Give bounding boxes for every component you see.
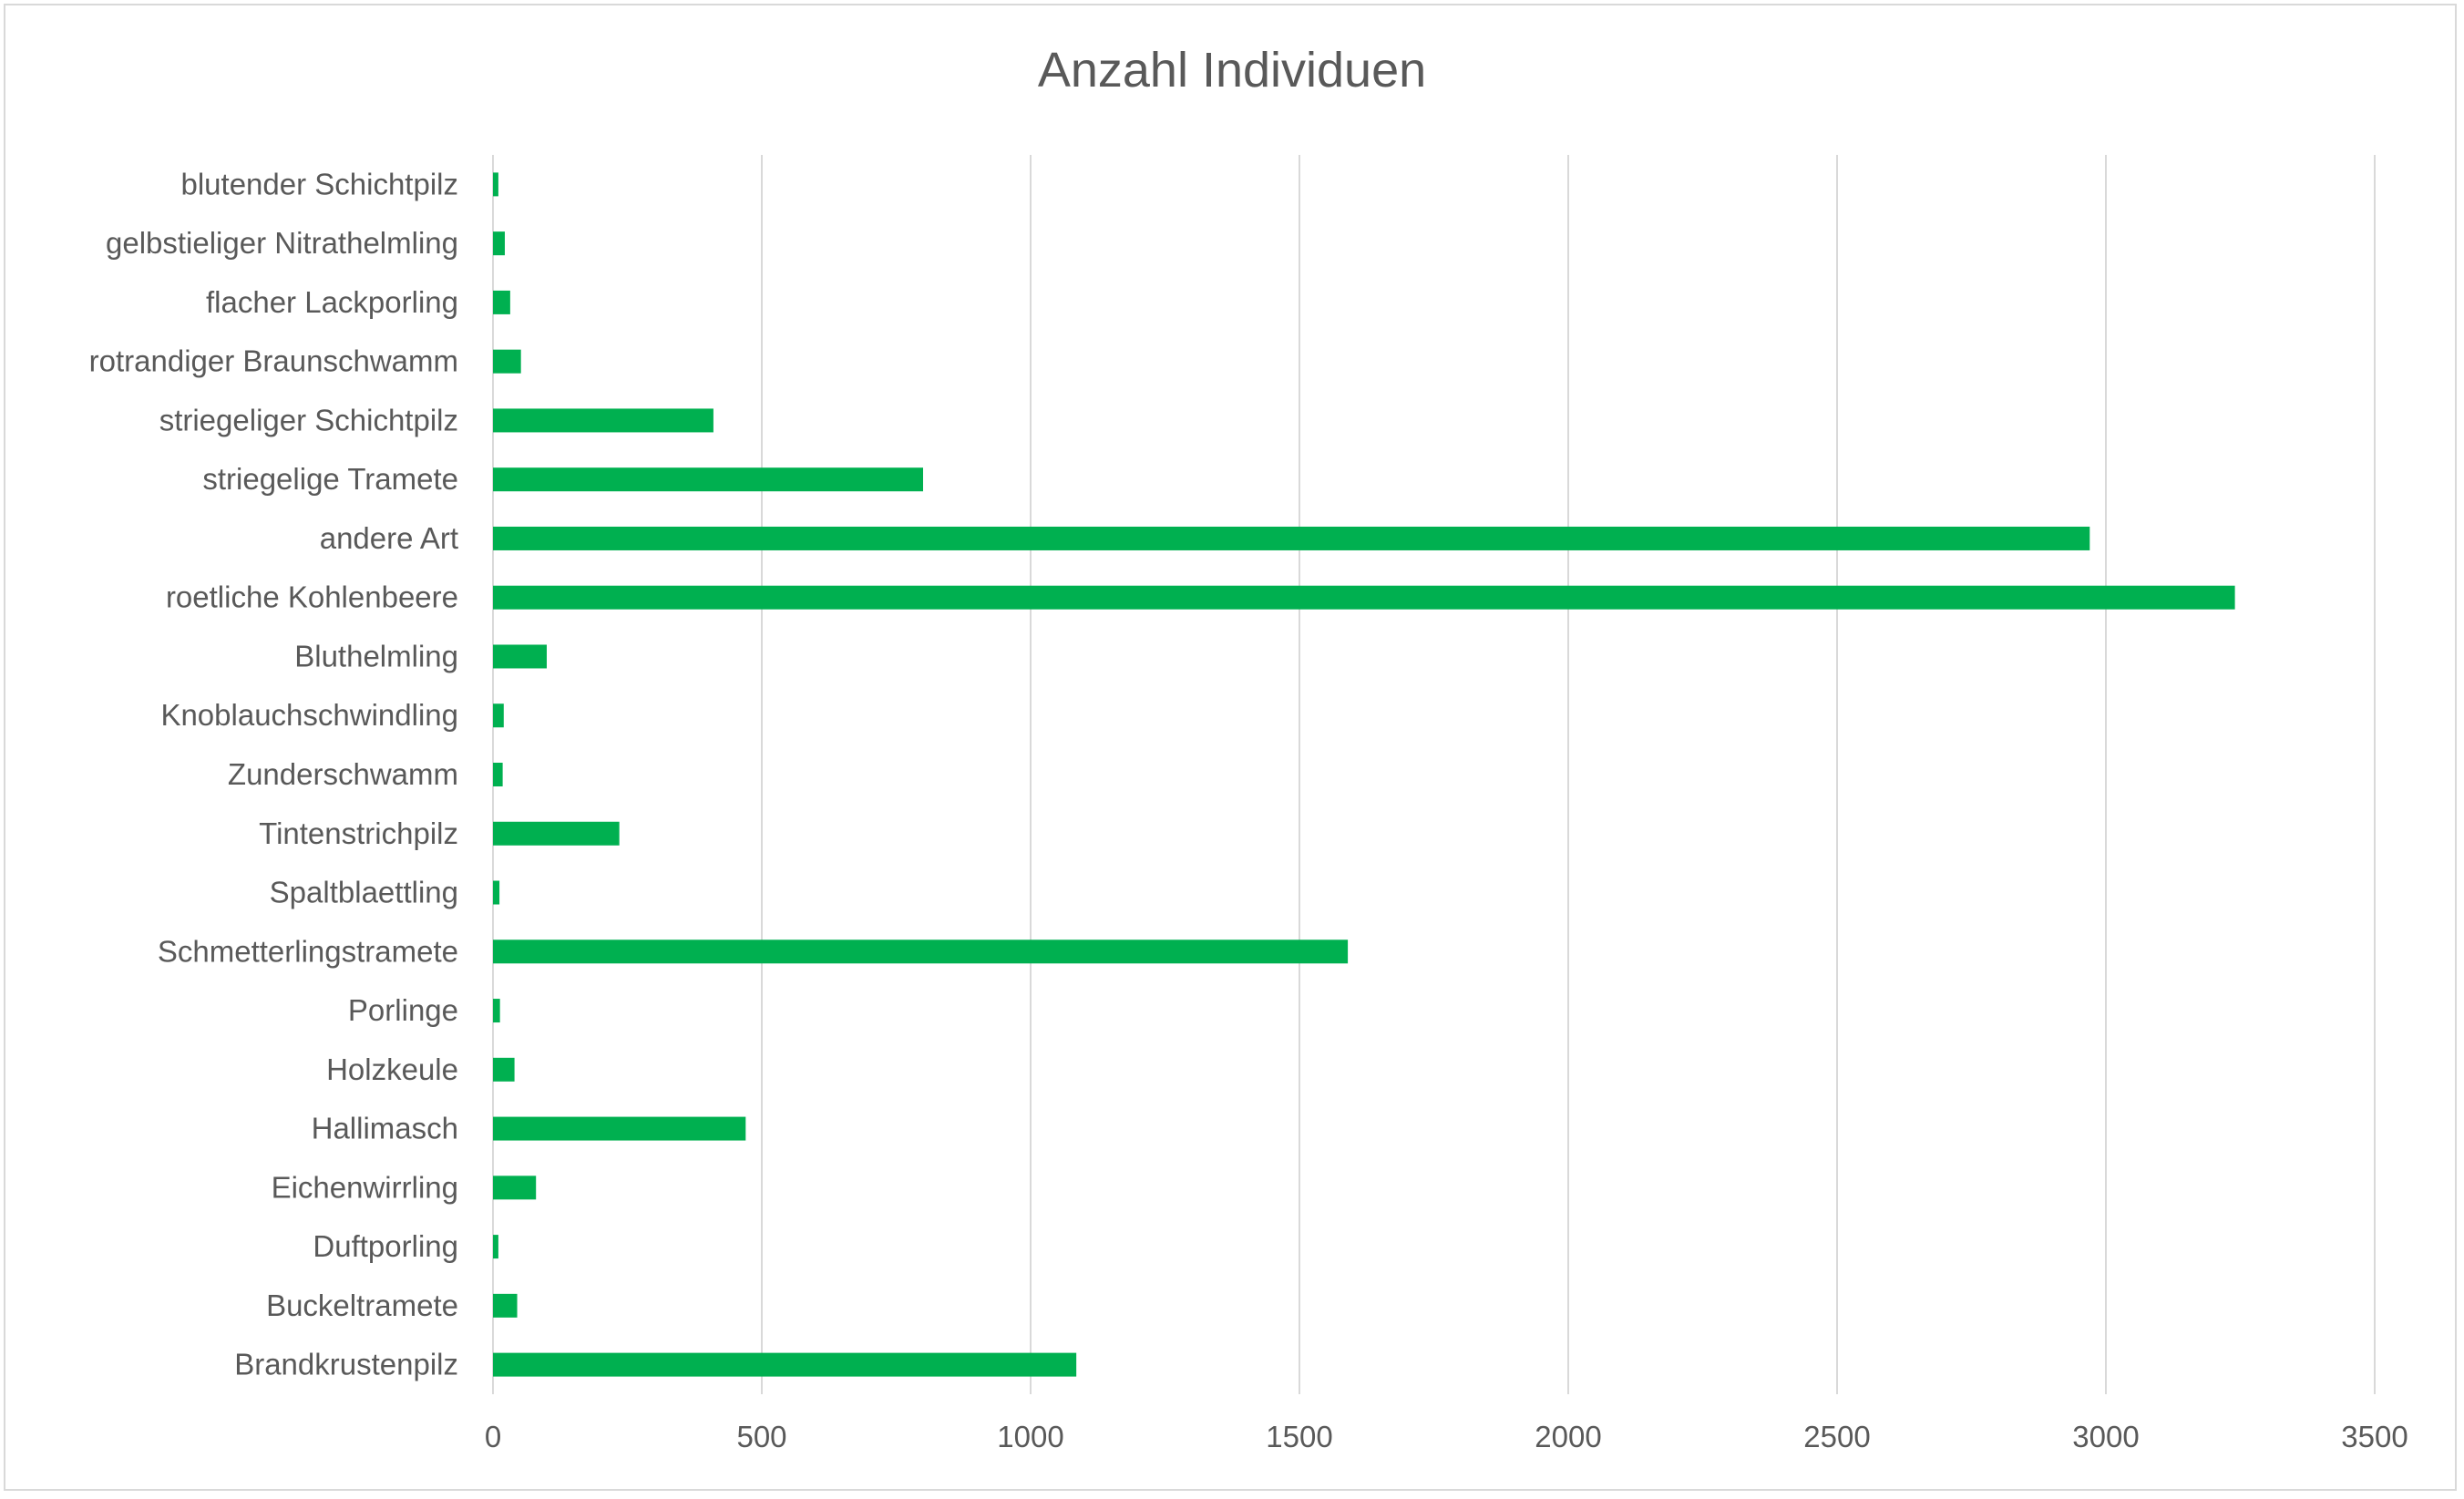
bar-9	[493, 821, 620, 846]
category-label: Duftporling	[313, 1229, 458, 1263]
x-tick-label: 3500	[2341, 1420, 2408, 1453]
category-label: gelbstieliger Nitrathelmling	[106, 226, 458, 260]
bar-2	[493, 1235, 498, 1259]
category-label: Zunderschwamm	[228, 757, 458, 791]
category-label: rotrandiger Braunschwamm	[89, 344, 458, 378]
x-tick-label: 1500	[1266, 1420, 1332, 1453]
category-label: Schmetterlingstramete	[158, 934, 458, 968]
bar-11	[493, 703, 504, 728]
category-label: Knoblauchschwindling	[160, 698, 458, 732]
bar-7	[493, 939, 1349, 964]
bar-19	[493, 231, 505, 256]
category-label: Hallimasch	[312, 1112, 458, 1145]
category-label: Porlinge	[348, 993, 458, 1027]
bar-14	[493, 526, 2090, 550]
category-label: Tintenstrichpilz	[259, 816, 458, 850]
bar-16	[493, 408, 714, 433]
bar-1	[493, 1293, 518, 1318]
category-label: Eichenwirrling	[272, 1170, 458, 1204]
category-label: flacher Lackporling	[206, 285, 458, 319]
category-label: striegelige Tramete	[202, 462, 458, 496]
x-tick-label: 500	[736, 1420, 786, 1453]
category-label: Buckeltramete	[266, 1289, 458, 1322]
category-label: andere Art	[320, 521, 458, 555]
bar-10	[493, 763, 503, 786]
bar-8	[493, 880, 500, 905]
bar-13	[493, 585, 2235, 610]
x-tick-label: 1000	[997, 1420, 1063, 1453]
bar-3	[493, 1176, 537, 1200]
category-labels: Brandkrustenpilz Buckeltramete Duftporling…	[89, 167, 458, 1381]
x-tick-label: 2000	[1535, 1420, 1601, 1453]
category-label: Brandkrustenpilz	[234, 1348, 458, 1381]
gridlines	[492, 155, 2376, 1394]
bar-4	[493, 1116, 746, 1141]
category-label: roetliche Kohlenbeere	[166, 580, 458, 614]
x-tick-label: 0	[485, 1420, 501, 1453]
category-label: blutender Schichtpilz	[180, 167, 458, 200]
x-tick-label: 2500	[1803, 1420, 1870, 1453]
category-label: Bluthelmling	[294, 639, 458, 672]
bar-12	[493, 644, 547, 669]
category-label: Holzkeule	[326, 1052, 458, 1086]
x-axis-tick-labels: 0 500 1000 1500 2000 2500 3000 3500	[485, 1420, 2408, 1453]
bar-0	[493, 1352, 1077, 1377]
bar-17	[493, 349, 521, 374]
bar-5	[493, 1057, 515, 1082]
bar-6	[493, 999, 500, 1023]
x-tick-label: 3000	[2072, 1420, 2139, 1453]
bar-18	[493, 290, 510, 314]
chart-frame	[4, 4, 2457, 1491]
category-label: striegeliger Schichtpilz	[159, 403, 458, 436]
category-label: Spaltblaettling	[270, 876, 458, 909]
bar-15	[493, 467, 923, 492]
bar-20	[493, 172, 498, 197]
bars	[493, 172, 2235, 1377]
chart-title: Anzahl Individuen	[1038, 43, 1426, 98]
